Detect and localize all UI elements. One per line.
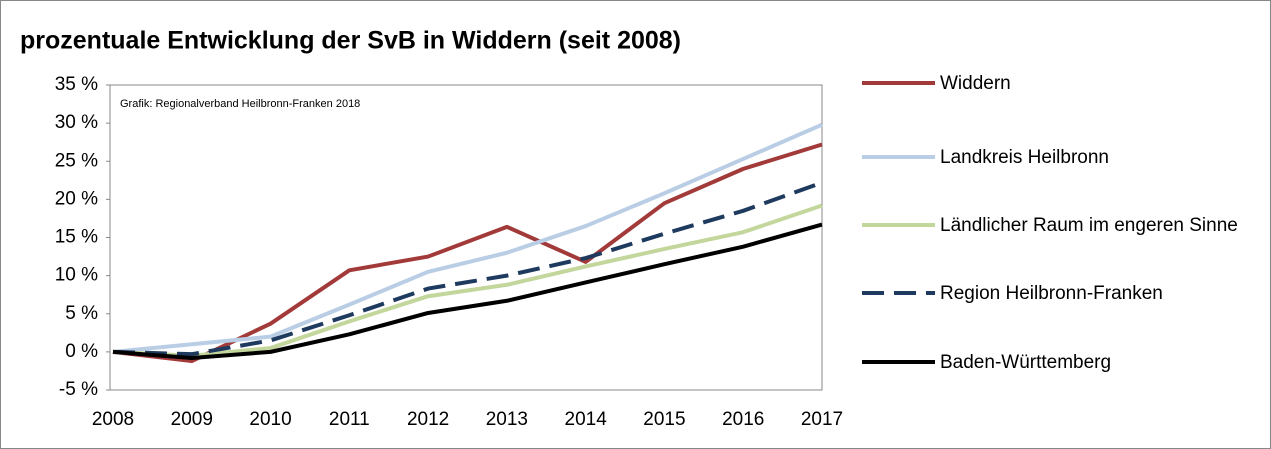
x-tick-label: 2014 [565,409,608,430]
y-tick-label: 35 % [55,74,98,95]
y-tick-label: 5 % [65,303,98,324]
x-tick-label: 2012 [407,409,449,430]
legend-label: Ländlicher Raum im engeren Sinne [940,214,1238,236]
legend-label: Region Heilbronn-Franken [940,282,1163,304]
y-tick-label: 0 % [65,341,98,362]
x-tick-label: 2011 [329,409,370,430]
y-tick-label: 10 % [55,265,98,286]
legend-label: Baden-Württemberg [940,351,1112,373]
series-line [112,122,823,354]
x-tick-label: 2015 [643,409,685,430]
y-tick-label: 25 % [55,150,98,171]
x-tick-label: 2008 [92,409,134,430]
x-tick-label: 2013 [486,409,528,430]
series-line [112,203,823,358]
series-line [112,180,823,357]
legend-label: Landkreis Heilbronn [940,146,1109,168]
legend-label: Widdern [940,72,1011,94]
y-tick-label: 15 % [55,227,98,248]
y-tick-label: 30 % [55,112,98,133]
x-tick-label: 2017 [801,409,843,430]
x-tick-label: 2010 [249,409,291,430]
series-line [112,222,823,360]
x-tick-label: 2016 [722,409,764,430]
y-tick-label: 20 % [55,188,98,209]
y-tick-label: -5 % [59,379,98,400]
x-tick-label: 2009 [171,409,213,430]
chart-title: prozentuale Entwicklung der SvB in Widde… [20,27,681,55]
annotation: Grafik: Regionalverband Heilbronn-Franke… [120,98,360,110]
